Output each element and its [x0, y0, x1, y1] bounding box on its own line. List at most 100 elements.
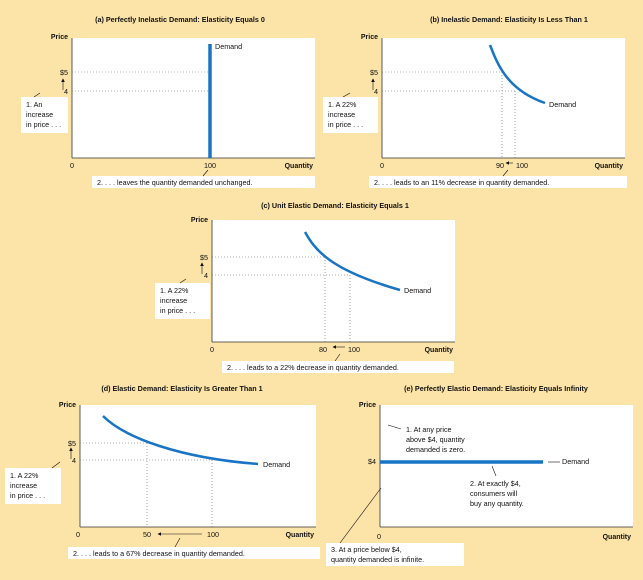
panel-e-note-at-pointer [491, 465, 497, 477]
panel-e-note-below-2: quantity demanded is infinite. [331, 555, 424, 564]
panel-c-demand-curve [303, 231, 401, 292]
panel-e-note-above-3: demanded is zero. [406, 445, 465, 454]
panel-c-title: (c) Unit Elastic Demand: Elasticity Equa… [261, 201, 409, 210]
panel-b-title: (b) Inelastic Demand: Elasticity Is Less… [430, 15, 588, 24]
panel-d-demand-curve [102, 415, 259, 466]
panel-b-note-price-box [323, 97, 378, 133]
panel-a-note-price-3: in price . . . [26, 120, 61, 129]
panel-a-note-price-box [21, 97, 68, 133]
panel-b-note-quantity-pointer [502, 169, 509, 177]
panel-c-ytick-4: 4 [204, 271, 208, 280]
panel-e-note-above-pointer [387, 424, 402, 430]
panel-b-origin: 0 [380, 161, 384, 170]
panel-d-xtick-100: 100 [207, 530, 219, 539]
panel-b-note-quantity-box [369, 176, 627, 188]
panel-c-note-price-box [155, 283, 210, 319]
panel-a-x-label: Quantity [285, 163, 313, 170]
panel-d-note-price-box [5, 468, 61, 504]
panel-b-y-label: Price [361, 34, 378, 41]
panel-c-y-label: Price [191, 217, 208, 224]
panel-a: (a) Perfectly Inelastic Demand: Elastici… [21, 15, 315, 188]
panel-e-x-label: Quantity [603, 534, 631, 541]
panel-e-ytick-4: $4 [368, 457, 376, 466]
panel-b-ytick-5: $5 [370, 68, 378, 77]
panel-e-note-below-1: 3. At a price below $4, [331, 545, 402, 554]
panel-c-xtick-100: 100 [348, 345, 360, 354]
panel-e-note-above-2: above $4, quantity [406, 435, 465, 444]
panel-a-note-price-2: increase [26, 110, 53, 119]
panel-a-origin: 0 [70, 161, 74, 170]
panel-a-title: (a) Perfectly Inelastic Demand: Elastici… [95, 15, 265, 24]
panel-e-note-at-1: 2. At exactly $4, [470, 479, 521, 488]
panel-c-note-price-pointer [179, 278, 187, 284]
panel-d-note-price-pointer [51, 461, 61, 469]
panel-d-origin: 0 [76, 530, 80, 539]
panel-d-title: (d) Elastic Demand: Elasticity Is Greate… [101, 384, 262, 393]
panel-c-note-price-2: increase [160, 296, 187, 305]
panel-a-note-quantity-box [92, 176, 315, 188]
panel-d-xtick-50: 50 [143, 530, 151, 539]
panel-e-title: (e) Perfectly Elastic Demand: Elasticity… [404, 384, 588, 393]
panel-a-y-label: Price [51, 34, 68, 41]
panel-d-note-price-2: increase [10, 481, 37, 490]
panel-d-ytick-5: $5 [68, 439, 76, 448]
panel-b-curve-label: Demand [549, 100, 576, 109]
panel-b: (b) Inelastic Demand: Elasticity Is Less… [323, 15, 627, 188]
panel-c-note-quantity-pointer [334, 353, 341, 362]
panel-c-note-quantity: 2. . . . leads to a 22% decrease in quan… [227, 363, 399, 372]
panel-e-y-label: Price [359, 402, 376, 409]
panel-a-xtick-100: 100 [204, 161, 216, 170]
panel-c: (c) Unit Elastic Demand: Elasticity Equa… [155, 201, 455, 373]
panel-d-note-quantity-box [68, 547, 320, 559]
panel-d-y-label: Price [59, 402, 76, 409]
panel-b-note-price-2: increase [328, 110, 355, 119]
panel-b-note-price-3: in price . . . [328, 120, 363, 129]
panel-b-note-price-1: 1. A 22% [328, 100, 357, 109]
panel-e-origin: 0 [377, 532, 381, 541]
panel-e-note-above-1: 1. At any price [406, 425, 452, 434]
panel-b-demand-curve [488, 44, 546, 105]
panel-c-origin: 0 [210, 345, 214, 354]
panel-a-ytick-4: 4 [64, 87, 68, 96]
panel-c-xtick-80: 80 [319, 345, 327, 354]
panel-d: (d) Elastic Demand: Elasticity Is Greate… [5, 384, 320, 559]
panel-a-ytick-5: $5 [60, 68, 68, 77]
panel-e-note-at-box [465, 476, 525, 509]
panel-a-note-quantity-pointer [202, 169, 209, 177]
panel-c-ytick-5: $5 [200, 253, 208, 262]
panel-b-note-price-pointer [342, 92, 351, 98]
panel-c-x-label: Quantity [425, 347, 453, 354]
panel-b-x-label: Quantity [595, 163, 623, 170]
panel-a-plot [72, 38, 315, 158]
panel-b-plot [382, 38, 625, 158]
panel-e-note-at-3: buy any quantity. [470, 499, 524, 508]
panel-b-xtick-90: 90 [496, 161, 504, 170]
panel-e-curve-label: Demand [562, 457, 589, 466]
panel-c-curve-label: Demand [404, 286, 431, 295]
panel-e-note-below-pointer [339, 487, 382, 544]
panel-d-note-quantity: 2. . . . leads to a 67% decrease in quan… [73, 549, 245, 558]
panel-b-ytick-4: 4 [374, 87, 378, 96]
panel-e: (e) Perfectly Elastic Demand: Elasticity… [326, 384, 633, 566]
panel-c-note-quantity-box [222, 361, 454, 373]
panel-e-note-at-2: consumers will [470, 489, 518, 498]
panel-a-note-quantity: 2. . . . leaves the quantity demanded un… [97, 178, 252, 187]
panel-b-xtick-100: 100 [516, 161, 528, 170]
panel-d-x-label: Quantity [286, 532, 314, 539]
panel-d-curve-label: Demand [263, 460, 290, 469]
panel-a-note-price-pointer [33, 92, 41, 98]
panel-c-note-price-1: 1. A 22% [160, 286, 189, 295]
panel-c-plot [212, 220, 455, 342]
panel-e-note-below-box [326, 543, 464, 566]
panel-d-plot [80, 405, 316, 527]
panel-a-note-price-1: 1. An [26, 100, 42, 109]
panel-c-note-price-3: in price . . . [160, 306, 195, 315]
panel-d-ytick-4: 4 [72, 456, 76, 465]
panel-e-note-above-box [401, 423, 473, 456]
panel-b-note-quantity: 2. . . . leads to an 11% decrease in qua… [374, 178, 549, 187]
panel-a-curve-label: Demand [215, 42, 242, 51]
panel-d-note-price-1: 1. A 22% [10, 471, 39, 480]
panel-d-note-quantity-pointer [174, 537, 181, 548]
